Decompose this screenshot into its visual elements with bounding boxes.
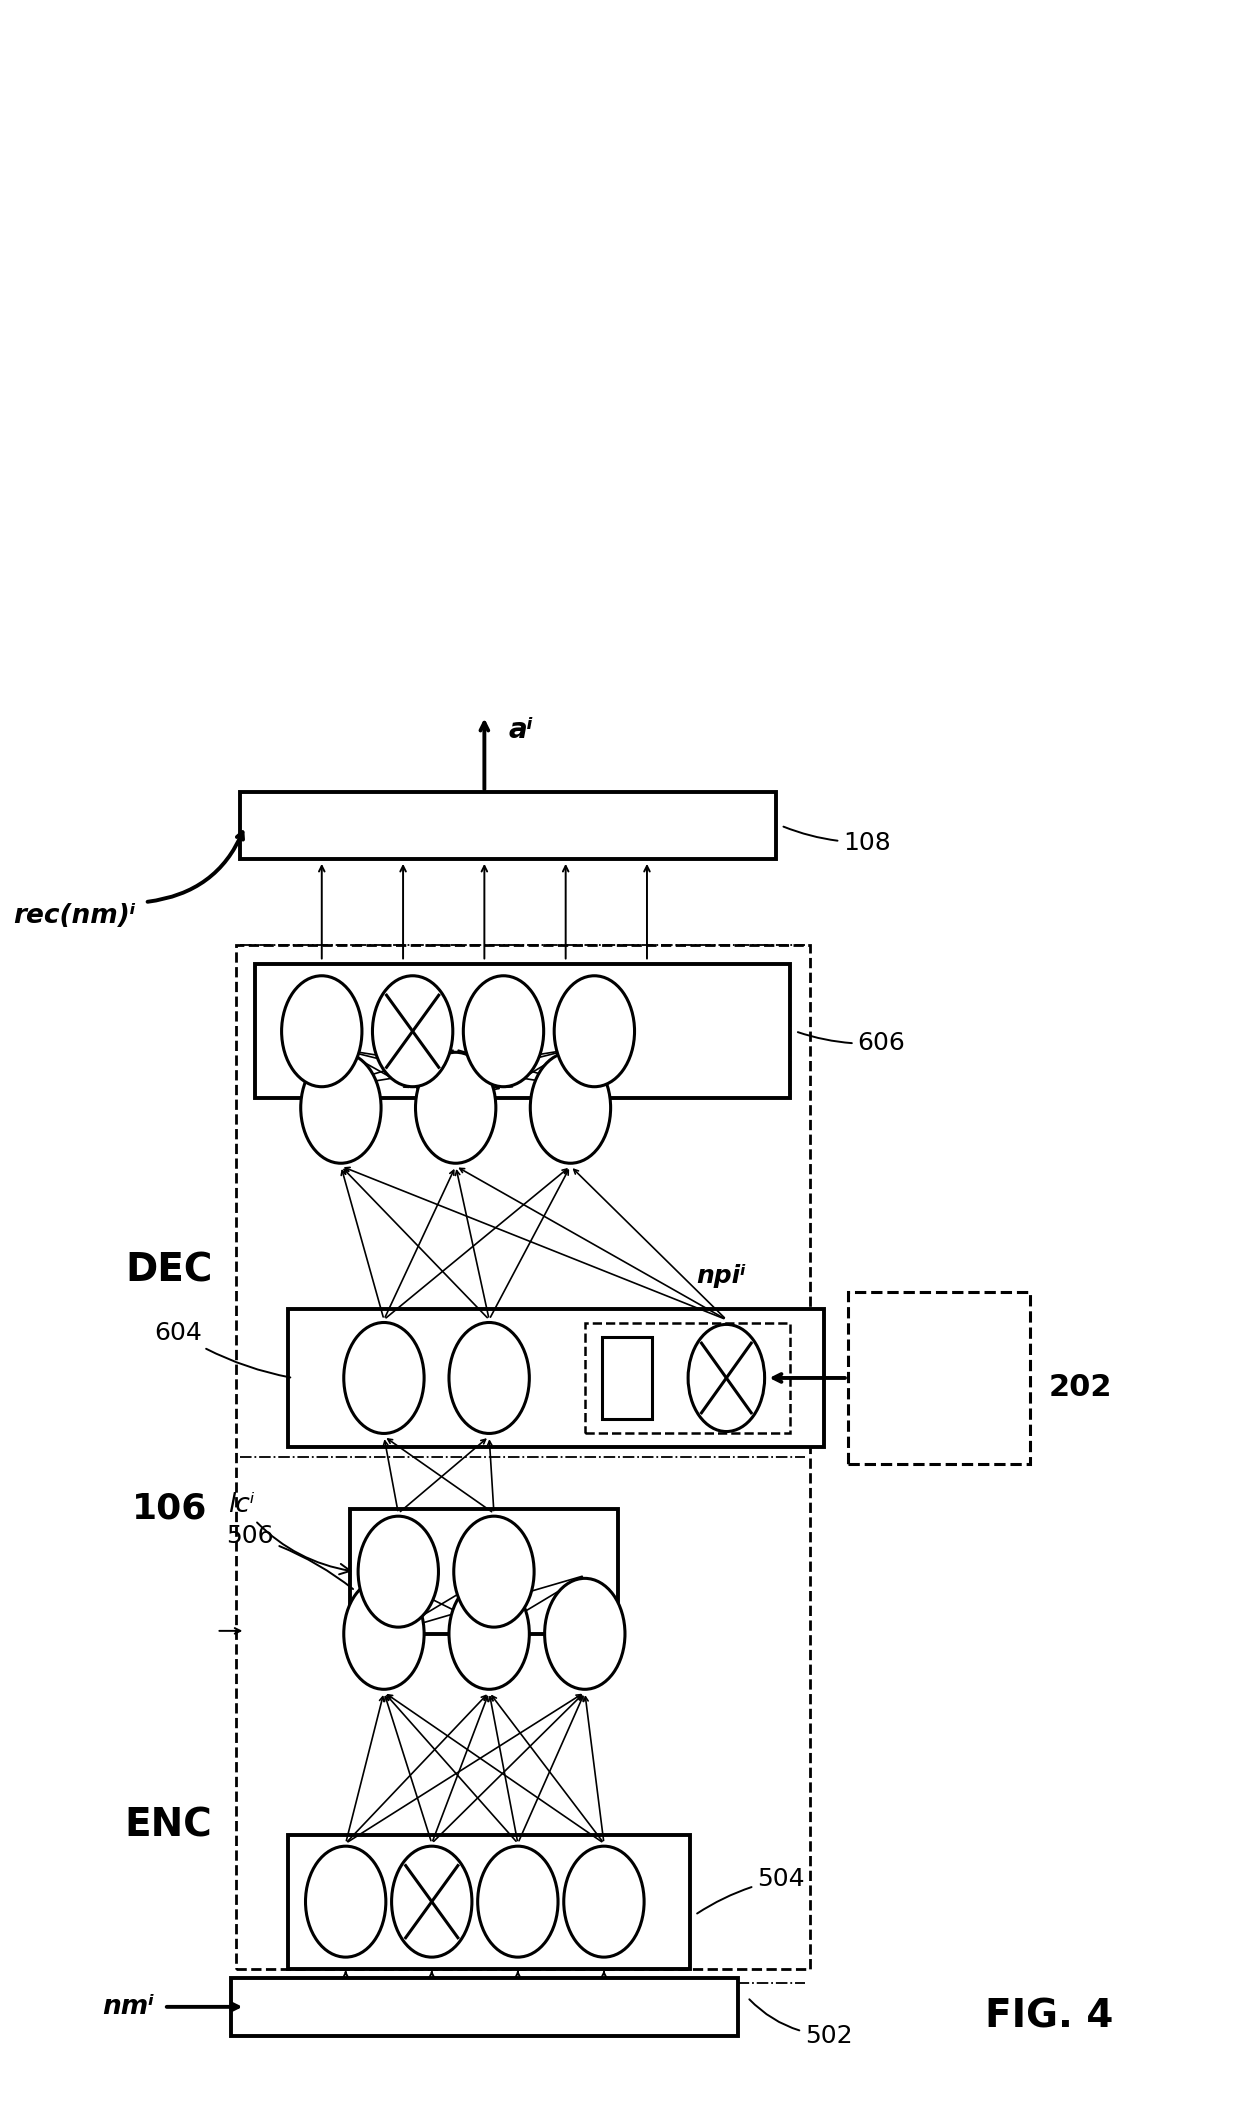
Ellipse shape [531,1052,610,1162]
Ellipse shape [554,976,635,1086]
Ellipse shape [343,1323,424,1433]
Ellipse shape [464,976,543,1086]
Bar [585,1323,790,1433]
Ellipse shape [343,1579,424,1689]
Text: 106: 106 [131,1490,207,1524]
Ellipse shape [449,1579,529,1689]
Ellipse shape [281,976,362,1086]
Bar [254,963,790,1099]
Ellipse shape [477,1846,558,1956]
Ellipse shape [372,976,453,1086]
Text: aⁱ: aⁱ [508,716,533,743]
Bar [236,944,810,1969]
Ellipse shape [449,1323,529,1433]
Bar [241,792,776,860]
Bar [351,1509,619,1634]
Text: lcⁱ: lcⁱ [228,1492,351,1575]
Text: npiⁱ: npiⁱ [697,1264,746,1287]
Text: 108: 108 [784,826,890,855]
Text: nmⁱ: nmⁱ [103,1994,155,2020]
Ellipse shape [688,1325,765,1431]
Text: 606: 606 [797,1031,905,1056]
Text: 202: 202 [1049,1374,1112,1401]
Bar [288,1308,823,1448]
Ellipse shape [454,1516,534,1628]
Text: 504: 504 [697,1867,805,1914]
Ellipse shape [301,1052,381,1162]
Text: 604: 604 [154,1321,290,1378]
Text: 502: 502 [749,1998,852,2047]
Text: ENC: ENC [125,1806,212,1844]
Text: 506: 506 [227,1524,353,1590]
Bar [601,1338,652,1418]
Ellipse shape [392,1846,472,1956]
Ellipse shape [415,1052,496,1162]
Ellipse shape [305,1846,386,1956]
Bar [288,1835,689,1969]
Bar [231,1977,738,2037]
Ellipse shape [564,1846,644,1956]
Text: DEC: DEC [125,1251,212,1289]
Ellipse shape [544,1579,625,1689]
Text: rec(nm)ⁱ: rec(nm)ⁱ [12,904,135,929]
Ellipse shape [358,1516,439,1628]
Text: FIG. 4: FIG. 4 [985,1998,1112,2034]
Bar [848,1291,1029,1465]
